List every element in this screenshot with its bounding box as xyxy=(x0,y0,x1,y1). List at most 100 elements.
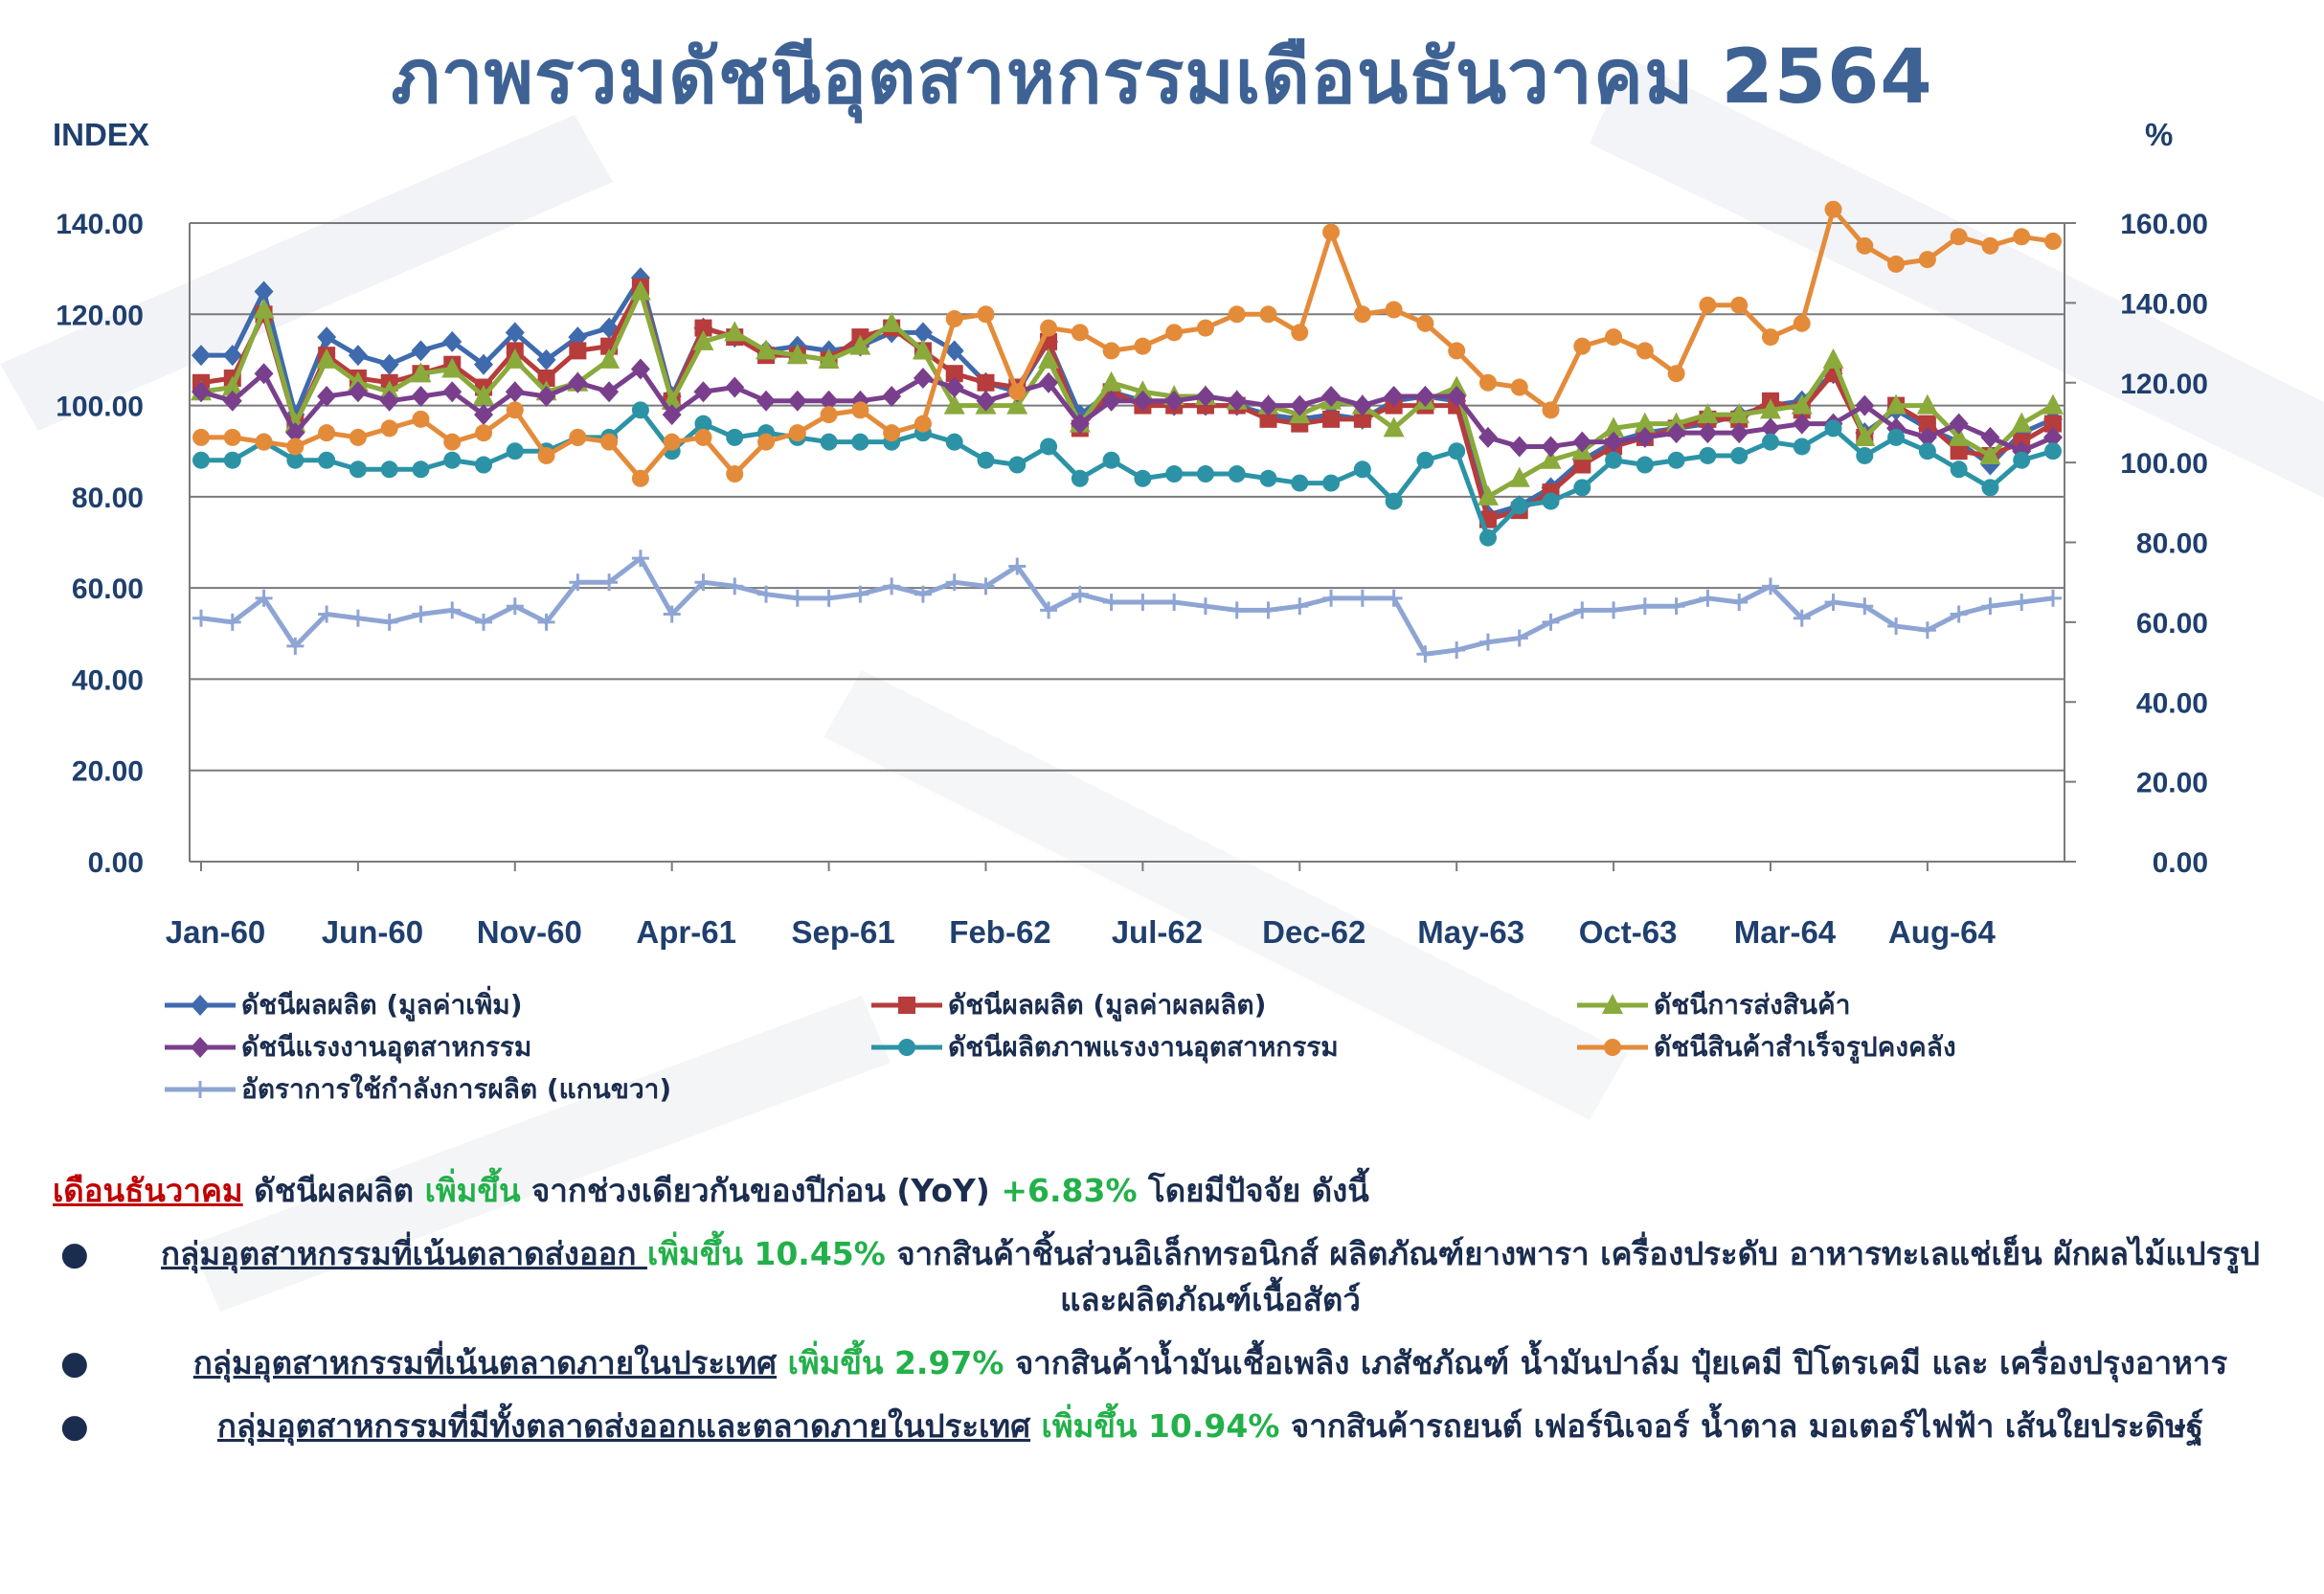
series-3-point xyxy=(1635,426,1655,448)
summary-lead-text-2: จากช่วงเดียวกันของปีก่อน (YoY) xyxy=(520,1172,1002,1209)
page-title: ภาพรวมดัชนีอุตสาหกรรมเดือนธันวาคม 2564 xyxy=(391,34,1933,121)
series-6-point xyxy=(1353,589,1371,607)
series-2-point xyxy=(1132,380,1154,401)
legend-swatch xyxy=(871,997,942,1014)
legend-swatch-marker xyxy=(191,1037,210,1058)
series-6-point xyxy=(1730,594,1749,612)
series-5-point xyxy=(1730,296,1749,314)
legend-swatch-marker xyxy=(192,1081,209,1098)
series-4-point xyxy=(1887,428,1906,446)
x-tick-label: Mar-64 xyxy=(1734,914,1837,950)
series-4-point xyxy=(1950,460,1968,479)
legend-label: ดัชนีผลผลิต (มูลค่าผลผลิต) xyxy=(948,989,1267,1021)
series-1-point xyxy=(977,373,995,392)
series-4-point xyxy=(1322,474,1341,492)
series-4-point xyxy=(851,433,869,451)
series-3-point xyxy=(693,381,713,403)
series-3-point xyxy=(1258,394,1278,416)
y-left-tick-label: 40.00 xyxy=(72,664,144,696)
series-4-point xyxy=(631,401,649,419)
series-3-point xyxy=(1133,390,1153,412)
series-6-point xyxy=(2013,594,2031,612)
series-4-point xyxy=(1856,446,1874,464)
series-3-point xyxy=(756,390,777,412)
series-6-point xyxy=(1918,621,1936,640)
series-6-point xyxy=(1573,601,1591,619)
series-4-point xyxy=(380,460,398,479)
series-3-point xyxy=(1855,394,1875,416)
series-5-point xyxy=(1291,324,1309,342)
series-line-6 xyxy=(200,555,2054,657)
series-1-point xyxy=(945,365,963,383)
series-2-point xyxy=(1759,398,1781,419)
series-0-point xyxy=(254,281,274,303)
series-3-point xyxy=(1101,390,1121,412)
legend-label: อัตราการใช้กำลังการผลิต (แกนขวา) xyxy=(241,1073,672,1105)
series-5-point xyxy=(1448,342,1466,360)
series-0-point xyxy=(944,340,964,362)
summary-bullet: ● กลุ่มอุตสาหกรรมที่เน้นตลาดส่งออก เพิ่ม… xyxy=(53,1231,2284,1323)
legend-label: ดัชนีการส่งสินค้า xyxy=(1654,989,1851,1021)
series-6-point xyxy=(1416,645,1434,663)
series-4-point xyxy=(412,460,430,479)
legend-swatch xyxy=(1577,1039,1648,1056)
series-5-point xyxy=(506,401,524,419)
series-0-point xyxy=(442,330,463,352)
series-2-point xyxy=(598,348,620,369)
series-5-point xyxy=(1510,378,1528,396)
series-1-point xyxy=(1950,442,1968,460)
right-axis-unit: % xyxy=(2145,117,2174,152)
series-2-point xyxy=(881,311,903,332)
series-2-point xyxy=(410,362,432,383)
series-0-point xyxy=(348,345,368,367)
series-3-point xyxy=(1195,386,1215,408)
y-left-tick-label: 80.00 xyxy=(72,483,144,514)
series-5-point xyxy=(1950,228,1968,246)
series-5-point xyxy=(318,424,336,442)
series-2-point xyxy=(1665,412,1687,433)
series-2-point xyxy=(849,334,871,355)
series-5-point xyxy=(1761,328,1779,347)
series-1-point xyxy=(2044,415,2062,433)
series-3-point xyxy=(1384,386,1404,408)
series-6-point xyxy=(1291,597,1309,616)
series-3-point xyxy=(1509,436,1529,458)
series-1-point xyxy=(1353,410,1371,428)
series-5-point xyxy=(1196,319,1214,337)
series-6-point xyxy=(443,601,462,619)
series-4-point xyxy=(2013,451,2031,469)
x-tick-label: Nov-60 xyxy=(477,914,582,950)
series-2-point xyxy=(1822,348,1844,369)
y-right-tick-label: 20.00 xyxy=(2136,768,2208,799)
series-4-point xyxy=(694,415,712,433)
series-4-point xyxy=(443,451,462,469)
series-5-point xyxy=(349,428,367,446)
bullet-group: กลุ่มอุตสาหกรรมที่เน้นตลาดภายในประเทศ xyxy=(192,1344,778,1381)
series-5-point xyxy=(1228,305,1246,324)
series-5-point xyxy=(663,433,681,451)
series-6-point xyxy=(1636,597,1654,616)
series-4-point xyxy=(1165,465,1184,483)
series-6-point xyxy=(1478,633,1497,651)
legend-label: ดัชนีแรงงานอุตสาหกรรม xyxy=(241,1031,532,1063)
y-left-tick-label: 20.00 xyxy=(72,756,144,788)
series-4-point xyxy=(1259,469,1277,487)
series-3-point xyxy=(882,386,902,408)
legend-swatch xyxy=(1577,994,1648,1014)
series-2-point xyxy=(1697,403,1719,424)
series-1-point xyxy=(1573,456,1591,474)
series-6-point xyxy=(1008,557,1027,575)
series-6-point xyxy=(663,605,681,623)
series-4-point xyxy=(1573,479,1591,497)
series-0-point xyxy=(379,353,399,375)
series-4-point xyxy=(1542,492,1560,510)
summary-bullet: ● กลุ่มอุตสาหกรรมที่เน้นตลาดภายในประเทศ … xyxy=(53,1340,2284,1386)
y-right-tick-label: 0.00 xyxy=(2153,847,2208,879)
left-axis-unit: INDEX xyxy=(53,117,149,152)
series-2-point xyxy=(253,298,275,319)
series-6-point xyxy=(694,573,712,592)
bullet-dot-icon: ● xyxy=(60,1344,89,1382)
series-6-point xyxy=(1385,589,1403,607)
series-5-point xyxy=(1887,255,1906,273)
series-6-point xyxy=(914,585,932,603)
